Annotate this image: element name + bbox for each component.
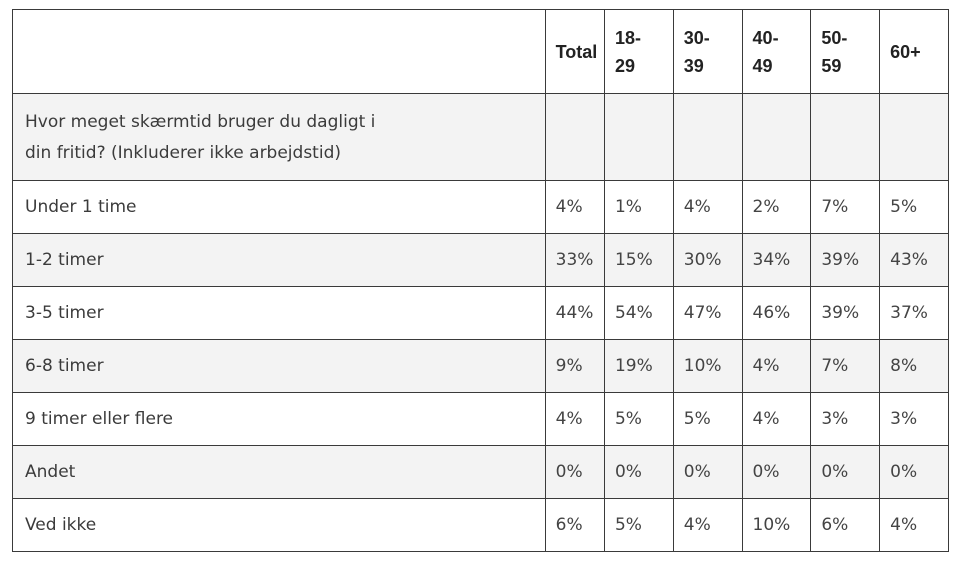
value-cell: 44%	[544, 286, 605, 340]
value-cell: 4%	[741, 392, 812, 446]
question-empty-cell	[672, 93, 743, 181]
value-cell: 19%	[603, 339, 674, 393]
table-row: 6-8 timer 9% 19% 10% 4% 7% 8%	[12, 339, 949, 393]
value-cell: 10%	[741, 498, 812, 552]
table-row: Andet 0% 0% 0% 0% 0% 0%	[12, 445, 949, 499]
value-cell: 4%	[879, 498, 949, 552]
row-label: Ved ikke	[12, 498, 546, 552]
value-cell: 39%	[810, 233, 881, 287]
header-30-39: 30- 39	[672, 9, 743, 94]
value-cell: 6%	[810, 498, 881, 552]
value-cell: 5%	[879, 180, 949, 234]
question-empty-cell	[879, 93, 949, 181]
value-cell: 0%	[741, 445, 812, 499]
value-cell: 54%	[603, 286, 674, 340]
value-cell: 4%	[672, 498, 743, 552]
table-row: 9 timer eller flere 4% 5% 5% 4% 3% 3%	[12, 392, 949, 446]
row-label: Under 1 time	[12, 180, 546, 234]
value-cell: 2%	[741, 180, 812, 234]
value-cell: 0%	[544, 445, 605, 499]
question-empty-cell	[741, 93, 812, 181]
header-empty	[12, 9, 546, 94]
row-label: 1-2 timer	[12, 233, 546, 287]
header-18-29: 18- 29	[603, 9, 674, 94]
row-label: 6-8 timer	[12, 339, 546, 393]
value-cell: 7%	[810, 339, 881, 393]
value-cell: 43%	[879, 233, 949, 287]
table-row: Under 1 time 4% 1% 4% 2% 7% 5%	[12, 180, 949, 234]
value-cell: 39%	[810, 286, 881, 340]
survey-table: Total 18- 29 30- 39 40- 49 50- 59 60+ Hvor m…	[12, 9, 949, 552]
value-cell: 3%	[879, 392, 949, 446]
value-cell: 37%	[879, 286, 949, 340]
value-cell: 6%	[544, 498, 605, 552]
value-cell: 4%	[544, 180, 605, 234]
value-cell: 9%	[544, 339, 605, 393]
value-cell: 0%	[672, 445, 743, 499]
value-cell: 0%	[603, 445, 674, 499]
value-cell: 15%	[603, 233, 674, 287]
question-empty-cell	[603, 93, 674, 181]
value-cell: 47%	[672, 286, 743, 340]
table-row: 1-2 timer 33% 15% 30% 34% 39% 43%	[12, 233, 949, 287]
row-label: 3-5 timer	[12, 286, 546, 340]
value-cell: 0%	[810, 445, 881, 499]
value-cell: 4%	[544, 392, 605, 446]
value-cell: 3%	[810, 392, 881, 446]
question-empty-cell	[544, 93, 605, 181]
table-row: 3-5 timer 44% 54% 47% 46% 39% 37%	[12, 286, 949, 340]
value-cell: 5%	[672, 392, 743, 446]
value-cell: 0%	[879, 445, 949, 499]
value-cell: 30%	[672, 233, 743, 287]
value-cell: 4%	[741, 339, 812, 393]
value-cell: 7%	[810, 180, 881, 234]
question-empty-cell	[810, 93, 881, 181]
value-cell: 1%	[603, 180, 674, 234]
value-cell: 10%	[672, 339, 743, 393]
header-60-plus: 60+	[879, 9, 949, 94]
value-cell: 34%	[741, 233, 812, 287]
value-cell: 8%	[879, 339, 949, 393]
header-total: Total	[544, 9, 605, 94]
value-cell: 46%	[741, 286, 812, 340]
value-cell: 5%	[603, 392, 674, 446]
header-40-49: 40- 49	[741, 9, 812, 94]
value-cell: 33%	[544, 233, 605, 287]
header-50-59: 50- 59	[810, 9, 881, 94]
row-label: 9 timer eller flere	[12, 392, 546, 446]
table-row: Ved ikke 6% 5% 4% 10% 6% 4%	[12, 498, 949, 552]
value-cell: 4%	[672, 180, 743, 234]
row-label: Andet	[12, 445, 546, 499]
header-row: Total 18- 29 30- 39 40- 49 50- 59 60+	[12, 9, 949, 94]
value-cell: 5%	[603, 498, 674, 552]
